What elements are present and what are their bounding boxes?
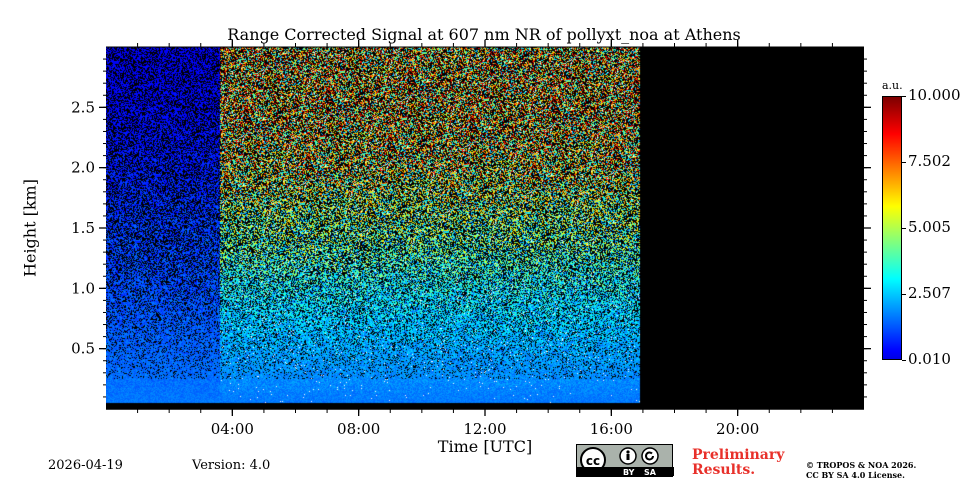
- copyright-line-1: © TROPOS & NOA 2026.: [806, 460, 917, 470]
- x-tick-label: 12:00: [463, 420, 506, 438]
- cc-logo-icon: cc: [580, 447, 659, 473]
- colorbar-tick: [902, 162, 906, 163]
- preliminary-line-2: Results.: [692, 462, 756, 478]
- y-tick-label: 1.5: [71, 219, 95, 237]
- colorbar-tick-label: 10.000: [908, 86, 960, 104]
- colorbar-unit: a.u.: [882, 79, 903, 92]
- cc-text: cc: [586, 454, 600, 468]
- x-tick-label: 16:00: [590, 420, 633, 438]
- cc-by-label: BY: [623, 468, 635, 477]
- x-tick-label: 20:00: [716, 420, 759, 438]
- colorbar-tick-label: 2.507: [908, 284, 951, 302]
- preliminary-note: Preliminary Results.: [692, 448, 784, 478]
- colorbar: [882, 96, 902, 360]
- x-tick-label: 04:00: [211, 420, 254, 438]
- axes-frame: 04:00 08:00 12:00 16:00 20:00 0.5 1.0 1.5 2.0 2.5: [71, 40, 871, 438]
- chart-title: Range Corrected Signal at 607 nm NR of p…: [227, 25, 741, 44]
- copyright-note: © TROPOS & NOA 2026. CC BY SA 4.0 Licens…: [806, 460, 916, 480]
- colorbar-tick: [902, 360, 906, 361]
- y-tick-label: 0.5: [71, 340, 95, 358]
- cc-license-badge[interactable]: cc BY SA: [576, 444, 674, 477]
- preliminary-line-1: Preliminary: [692, 447, 785, 463]
- y-tick-label: 2.0: [71, 159, 95, 177]
- colorbar-tick: [902, 96, 906, 97]
- colorbar-tick: [902, 294, 906, 295]
- heatmap-raster: [106, 47, 864, 409]
- x-tick-label: 08:00: [337, 420, 380, 438]
- plot-area: 04:00 08:00 12:00 16:00 20:00 0.5 1.0 1.5 2.0 2.5: [71, 40, 871, 438]
- colorbar-tick-label: 5.005: [908, 218, 951, 236]
- y-tick-label: 1.0: [71, 279, 95, 297]
- version-label: Version: 4.0: [192, 458, 271, 473]
- colorbar-tick-label: 0.010: [908, 350, 951, 368]
- colorbar-tick: [902, 228, 906, 229]
- cc-sa-label: SA: [644, 468, 656, 477]
- x-axis-label: Time [UTC]: [437, 437, 533, 456]
- y-tick-label: 2.5: [71, 98, 95, 116]
- copyright-line-2: CC BY SA 4.0 License.: [806, 470, 905, 480]
- y-axis-label: Height [km]: [20, 179, 40, 277]
- date-label: 2026-04-19: [48, 458, 123, 473]
- colorbar-tick-label: 7.502: [908, 152, 951, 170]
